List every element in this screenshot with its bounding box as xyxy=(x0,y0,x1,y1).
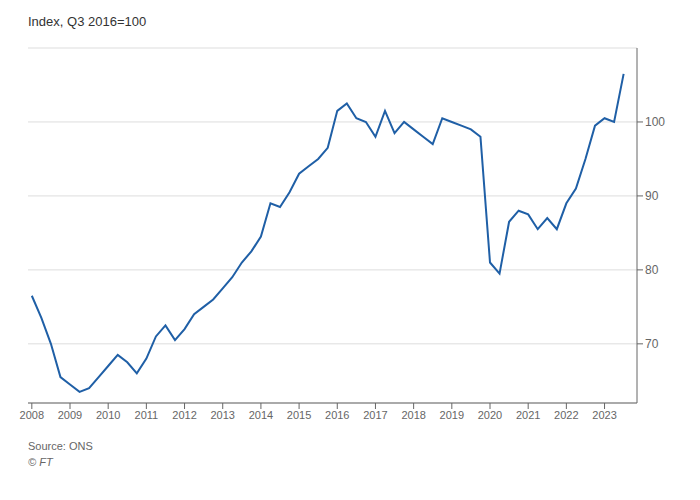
svg-text:2020: 2020 xyxy=(478,409,502,421)
svg-text:80: 80 xyxy=(645,263,659,277)
html-text:© FT: © FT xyxy=(28,456,53,468)
svg-text:2015: 2015 xyxy=(287,409,311,421)
svg-text:2013: 2013 xyxy=(210,409,234,421)
svg-text:2011: 2011 xyxy=(135,409,159,421)
svg-text:2010: 2010 xyxy=(96,409,120,421)
svg-text:2022: 2022 xyxy=(554,409,578,421)
svg-text:2009: 2009 xyxy=(58,409,82,421)
svg-text:70: 70 xyxy=(645,337,659,351)
svg-text:100: 100 xyxy=(645,115,665,129)
svg-text:2014: 2014 xyxy=(249,409,273,421)
svg-text:2021: 2021 xyxy=(516,409,540,421)
svg-text:2008: 2008 xyxy=(20,409,44,421)
html-text:Index, Q3 2016=100: Index, Q3 2016=100 xyxy=(28,14,147,29)
svg-text:90: 90 xyxy=(645,189,659,203)
svg-text:2012: 2012 xyxy=(172,409,196,421)
svg-text:2019: 2019 xyxy=(440,409,464,421)
html-text:Source: ONS: Source: ONS xyxy=(28,440,93,452)
svg-text:2023: 2023 xyxy=(592,409,616,421)
svg-text:2017: 2017 xyxy=(363,409,387,421)
svg-text:2018: 2018 xyxy=(401,409,425,421)
svg-text:2016: 2016 xyxy=(325,409,349,421)
